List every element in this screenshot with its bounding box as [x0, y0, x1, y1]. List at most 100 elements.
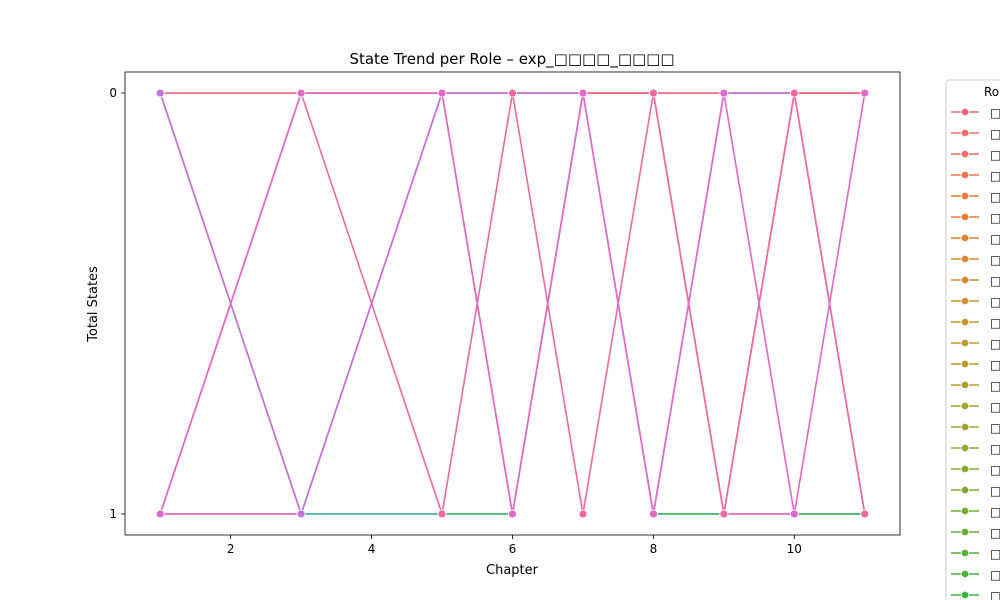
- data-point: [155, 88, 165, 98]
- legend-marker: [960, 254, 970, 264]
- legend-marker: [960, 422, 970, 432]
- legend-label: □: [990, 589, 1000, 600]
- legend-item: □: [951, 253, 1000, 267]
- y-tick-label: 0: [109, 86, 117, 100]
- legend-marker: [960, 275, 970, 285]
- legend-item: □: [951, 463, 1000, 477]
- y-tick-label: 1: [109, 507, 117, 521]
- legend-item: □: [951, 484, 1000, 498]
- x-tick-label: 4: [368, 542, 376, 556]
- legend-marker: [960, 569, 970, 579]
- series-1: [296, 509, 447, 519]
- legend-label: □: [990, 463, 1000, 477]
- legend-marker: [960, 317, 970, 327]
- legend-marker: [960, 506, 970, 516]
- legend-marker: [960, 359, 970, 369]
- legend-marker: [960, 485, 970, 495]
- legend-label: □: [990, 337, 1000, 351]
- legend-marker: [960, 590, 970, 600]
- legend-label: □: [990, 127, 1000, 141]
- legend: Ro □ □ □ □ □ □ □ □ □ □ □ □ □ □ □ □ □ □ □ □ □ □ □ □: [945, 79, 1000, 600]
- legend-marker: [960, 380, 970, 390]
- legend-marker: [960, 464, 970, 474]
- legend-item: □: [951, 547, 1000, 561]
- chart-title: State Trend per Role – exp_□□□□_□□□□: [349, 50, 674, 69]
- legend-item: □: [951, 505, 1000, 519]
- legend-label: □: [990, 148, 1000, 162]
- plot-area: [124, 71, 901, 536]
- legend-item: □: [951, 106, 1000, 120]
- legend-label: □: [990, 526, 1000, 540]
- legend-item: □: [951, 274, 1000, 288]
- legend-item: □: [951, 190, 1000, 204]
- legend-label: □: [990, 484, 1000, 498]
- series-layer: [155, 88, 870, 519]
- legend-marker: [960, 548, 970, 558]
- series-3: [649, 509, 729, 519]
- data-point: [719, 88, 729, 98]
- legend-marker: [960, 149, 970, 159]
- series-6: [155, 509, 306, 519]
- legend-marker: [960, 128, 970, 138]
- legend-label: □: [990, 190, 1000, 204]
- legend-marker: [960, 443, 970, 453]
- data-point: [578, 509, 588, 519]
- series-9: [155, 88, 870, 519]
- series-8: [155, 88, 870, 519]
- legend-label: □: [990, 316, 1000, 330]
- data-point: [860, 88, 870, 98]
- legend-label: □: [990, 253, 1000, 267]
- data-point: [296, 88, 306, 98]
- legend-title: Ro: [984, 85, 999, 99]
- legend-marker: [960, 233, 970, 243]
- legend-item: □: [951, 337, 1000, 351]
- legend-marker: [960, 107, 970, 117]
- data-point: [649, 88, 658, 98]
- data-point: [789, 509, 799, 519]
- x-tick-label: 10: [787, 542, 802, 556]
- legend-item: □: [951, 568, 1000, 582]
- legend-label: □: [990, 211, 1000, 225]
- legend-label: □: [990, 169, 1000, 183]
- legend-label: □: [990, 400, 1000, 414]
- data-point: [649, 509, 658, 519]
- legend-item: □: [951, 379, 1000, 393]
- legend-item: □: [951, 295, 1000, 309]
- legend-label: □: [990, 568, 1000, 582]
- data-point: [155, 509, 165, 519]
- data-point: [789, 88, 799, 98]
- y-axis: 01: [109, 86, 125, 521]
- legend-marker: [960, 191, 970, 201]
- legend-item: □: [951, 232, 1000, 246]
- legend-item: □: [951, 526, 1000, 540]
- legend-box: [945, 79, 1000, 600]
- legend-item: □: [951, 421, 1000, 435]
- legend-marker: [960, 296, 970, 306]
- legend-item: □: [951, 316, 1000, 330]
- legend-item: □: [951, 589, 1000, 600]
- legend-marker: [960, 401, 970, 411]
- legend-marker: [960, 338, 970, 348]
- legend-label: □: [990, 106, 1000, 120]
- data-point: [578, 88, 588, 98]
- data-point: [719, 509, 729, 519]
- data-point: [437, 88, 447, 98]
- series-line: [159, 92, 866, 515]
- legend-label: □: [990, 505, 1000, 519]
- series-7: [719, 509, 799, 519]
- x-tick-label: 2: [227, 542, 235, 556]
- legend-label: □: [990, 295, 1000, 309]
- series-5: [155, 88, 870, 519]
- x-tick-label: 8: [650, 542, 658, 556]
- data-point: [860, 509, 870, 519]
- data-point: [508, 509, 517, 519]
- legend-item: □: [951, 169, 1000, 183]
- legend-label: □: [990, 547, 1000, 561]
- legend-label: □: [990, 421, 1000, 435]
- legend-item: □: [951, 127, 1000, 141]
- legend-item: □: [951, 148, 1000, 162]
- series-10: [155, 88, 870, 519]
- x-tick-label: 6: [509, 542, 517, 556]
- legend-label: □: [990, 232, 1000, 246]
